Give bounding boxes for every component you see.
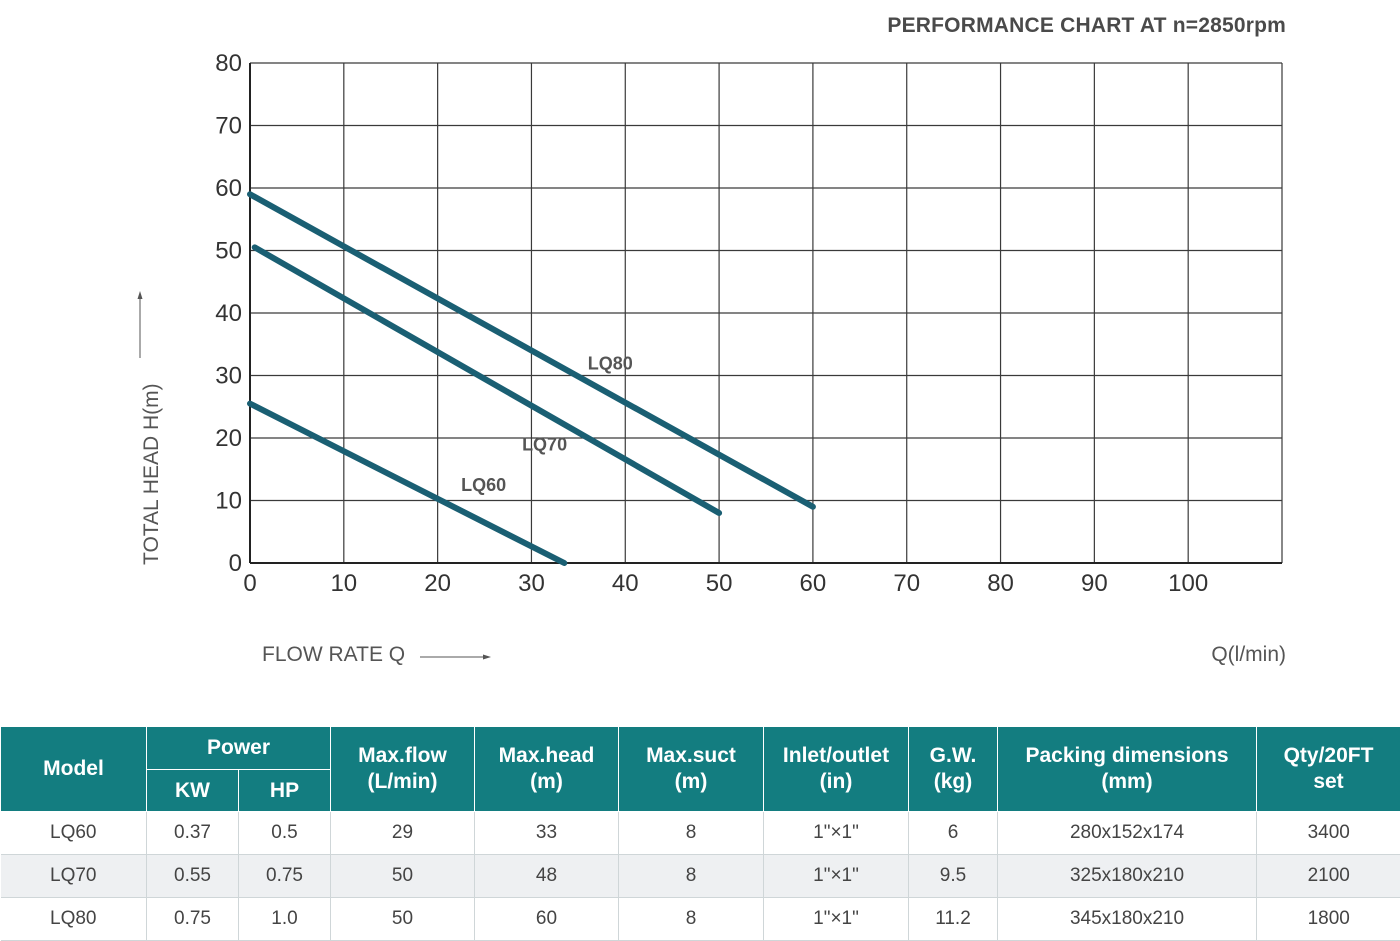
table-cell: 0.75 (147, 898, 239, 941)
table-cell: LQ60 (1, 812, 147, 855)
table-cell: LQ80 (1, 898, 147, 941)
table-cell: 9.5 (909, 855, 998, 898)
table-cell: 50 (331, 898, 475, 941)
header-gw: G.W.(kg) (909, 727, 998, 812)
header-kw: KW (147, 770, 239, 812)
table-cell: 50 (331, 855, 475, 898)
header-model: Model (1, 727, 147, 812)
table-cell: 11.2 (909, 898, 998, 941)
table-cell: 3400 (1257, 812, 1400, 855)
header-max-head: Max.head(m) (475, 727, 619, 812)
table-cell: 1800 (1257, 898, 1400, 941)
table-cell: 8 (619, 812, 764, 855)
table-cell: 0.75 (239, 855, 331, 898)
header-power: Power (147, 727, 331, 770)
x-axis-arrowhead (483, 655, 491, 660)
y-axis-label: TOTAL HEAD H(m) (140, 383, 164, 565)
table-cell: LQ70 (1, 855, 147, 898)
table-cell: 0.5 (239, 812, 331, 855)
table-cell: 1.0 (239, 898, 331, 941)
table-cell: 345x180x210 (998, 898, 1257, 941)
header-packing: Packing dimensions(mm) (998, 727, 1257, 812)
header-hp: HP (239, 770, 331, 812)
table-cell: 280x152x174 (998, 812, 1257, 855)
table-cell: 325x180x210 (998, 855, 1257, 898)
table-cell: 0.55 (147, 855, 239, 898)
table-cell: 48 (475, 855, 619, 898)
table-cell: 8 (619, 898, 764, 941)
x-axis-label: FLOW RATE Q (262, 643, 405, 667)
table-cell: 29 (331, 812, 475, 855)
y-axis-arrowhead (138, 291, 143, 299)
table-cell: 1"×1" (764, 898, 909, 941)
table-cell: 2100 (1257, 855, 1400, 898)
table-cell: 8 (619, 855, 764, 898)
axis-arrows (0, 0, 1400, 700)
table-cell: 1"×1" (764, 855, 909, 898)
x-axis-unit: Q(l/min) (1211, 643, 1286, 667)
table-cell: 60 (475, 898, 619, 941)
header-inlet-outlet: Inlet/outlet(in) (764, 727, 909, 812)
table-cell: 33 (475, 812, 619, 855)
table-cell: 6 (909, 812, 998, 855)
header-max-flow: Max.flow(L/min) (331, 727, 475, 812)
spec-table: Model Power Max.flow(L/min) Max.head(m) … (0, 726, 1400, 941)
header-max-suct: Max.suct(m) (619, 727, 764, 812)
table-cell: 1"×1" (764, 812, 909, 855)
table-cell: 0.37 (147, 812, 239, 855)
